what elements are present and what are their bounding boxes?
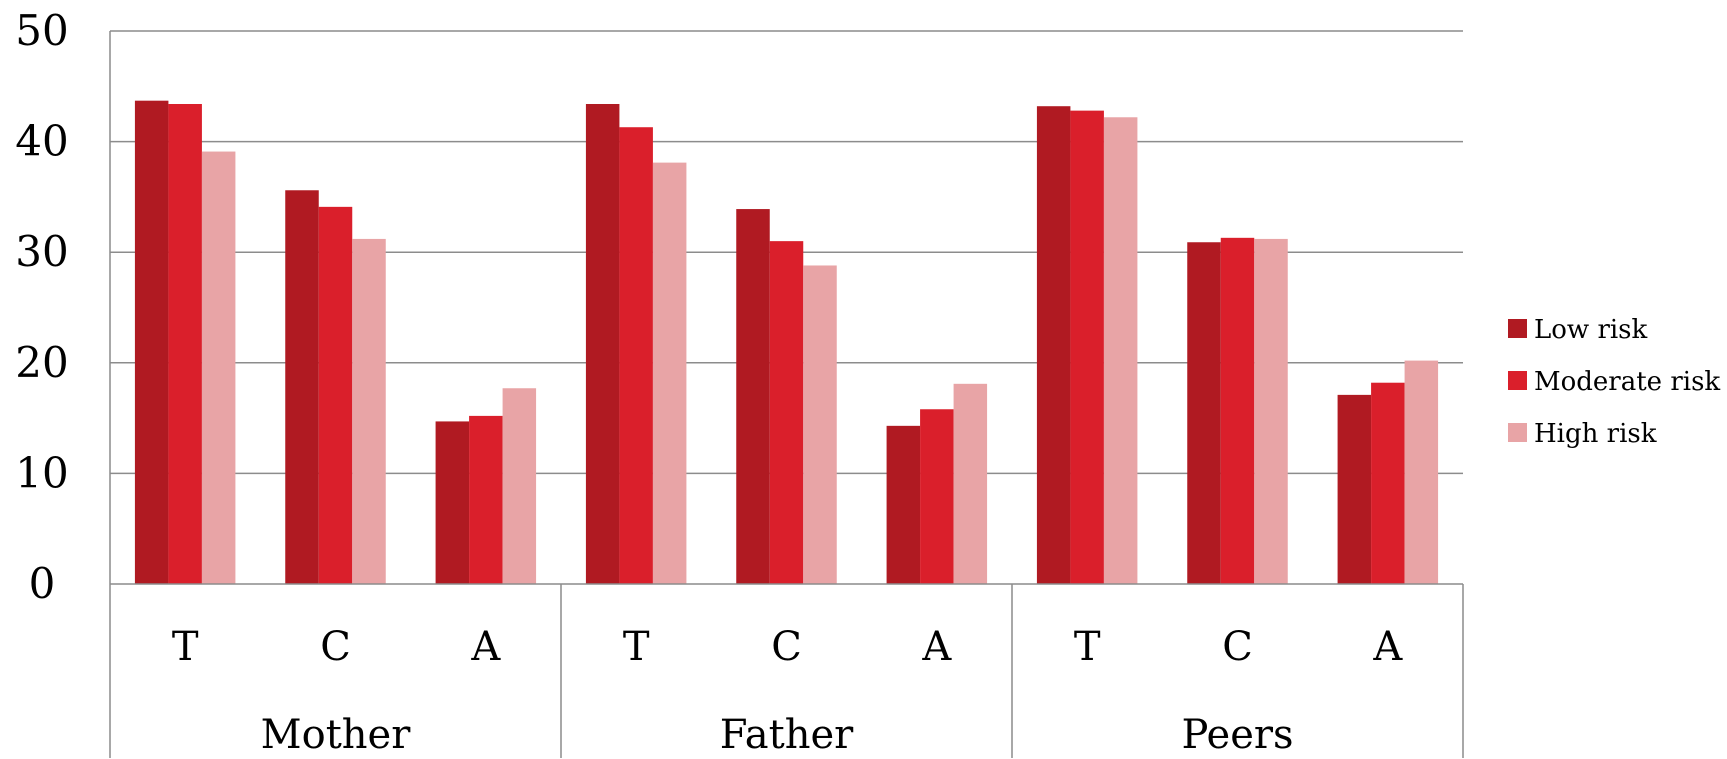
y-tick-label: 0: [29, 559, 56, 608]
x-tick-label: C: [771, 624, 802, 670]
group-label: Peers: [1181, 712, 1293, 758]
group-label: Father: [720, 712, 854, 758]
y-tick-label: 50: [15, 6, 68, 55]
legend-label: Low risk: [1534, 315, 1648, 345]
y-tick-label: 40: [15, 117, 68, 166]
bar: [168, 103, 202, 584]
bar: [1103, 117, 1138, 584]
bar: [920, 409, 954, 584]
bar: [352, 238, 386, 585]
bar: [953, 383, 988, 584]
y-tick-label: 10: [15, 448, 68, 497]
x-tick-label: A: [1372, 624, 1403, 670]
bar: [1254, 238, 1288, 585]
bar: [886, 425, 921, 584]
group-label: Mother: [261, 712, 412, 758]
legend: Low risk Moderate risk High risk: [1508, 315, 1720, 449]
bar: [134, 100, 169, 584]
x-tick-label: A: [470, 624, 501, 670]
bar: [502, 388, 537, 584]
legend-label: High risk: [1534, 419, 1657, 449]
legend-swatch: [1508, 423, 1527, 442]
bars: [134, 100, 1439, 585]
legend-label: Moderate risk: [1534, 367, 1720, 397]
bar: [736, 209, 770, 585]
bar: [469, 415, 503, 584]
legend-swatch: [1508, 319, 1527, 338]
bar: [803, 265, 837, 584]
bar: [585, 103, 620, 584]
bar: [652, 162, 687, 584]
bar: [1187, 242, 1221, 584]
x-tick-label: C: [1222, 624, 1253, 670]
x-tick-label: C: [320, 624, 351, 670]
bar: [1404, 360, 1439, 584]
bar: [619, 127, 653, 585]
bar: [1371, 382, 1405, 584]
bar: [1036, 106, 1071, 584]
bar: [1337, 394, 1372, 584]
bar: [285, 190, 319, 585]
axis-labels: 0 10 20 30 40 50 T C A T C A T C A Mother Father Peers: [15, 6, 1403, 758]
x-tick-label: T: [623, 624, 650, 670]
bar: [435, 421, 470, 584]
x-tick-label: T: [1074, 624, 1101, 670]
bar: [1070, 110, 1104, 584]
bar: [201, 151, 236, 584]
bar: [1220, 237, 1255, 584]
bar: [769, 241, 804, 584]
x-tick-label: A: [921, 624, 952, 670]
legend-swatch: [1508, 371, 1527, 390]
bar: [318, 206, 353, 584]
y-tick-label: 30: [15, 227, 68, 276]
y-tick-label: 20: [15, 338, 68, 387]
x-tick-label: T: [172, 624, 199, 670]
axes: [109, 31, 1464, 758]
